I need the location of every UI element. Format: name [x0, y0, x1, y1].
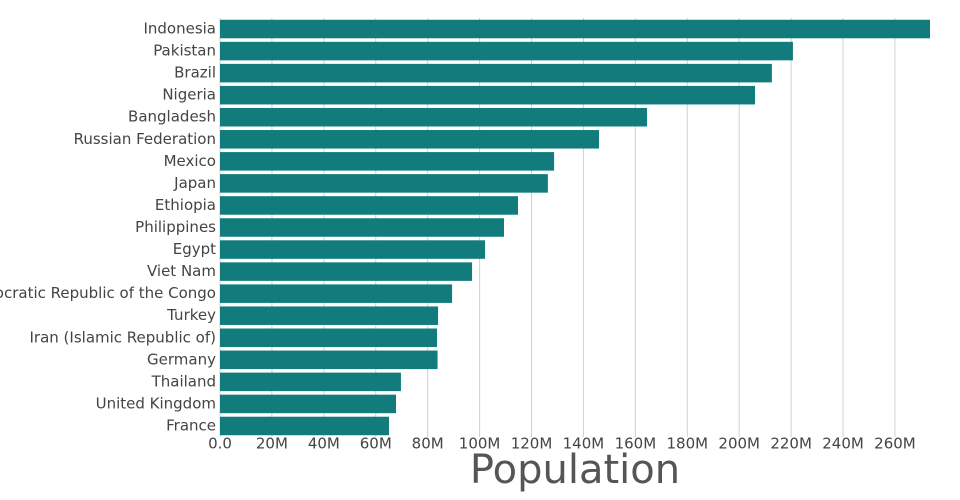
y-tick-label: Turkey — [166, 306, 216, 324]
y-tick-label: Philippines — [135, 218, 216, 236]
bar — [220, 174, 548, 193]
x-tick-label: 60M — [360, 435, 392, 453]
y-tick-label: Bangladesh — [128, 108, 216, 126]
x-tick-label: 200M — [718, 435, 760, 453]
x-tick-label: 20M — [256, 435, 288, 453]
bar — [220, 152, 555, 171]
bar — [220, 41, 793, 61]
bar — [220, 306, 439, 325]
bar — [220, 85, 756, 105]
y-tick-label: Iran (Islamic Republic of) — [30, 328, 217, 346]
x-tick-label: 100M — [459, 435, 501, 453]
y-tick-label: Brazil — [174, 64, 216, 82]
x-tick-label: 240M — [822, 435, 864, 453]
y-tick-label: United Kingdom — [96, 394, 216, 412]
y-tick-label: Ethiopia — [155, 196, 216, 214]
bar — [220, 262, 473, 281]
x-tick-label: 40M — [308, 435, 340, 453]
bar — [220, 372, 401, 392]
y-tick-label: Democratic Republic of the Congo — [0, 284, 216, 302]
x-tick-label: 140M — [563, 435, 605, 453]
bar — [220, 218, 504, 237]
bar — [220, 284, 453, 303]
x-tick-label: 80M — [412, 435, 444, 453]
y-tick-label: Mexico — [164, 152, 216, 170]
y-tick-label: Thailand — [151, 372, 216, 390]
x-tick-label: 160M — [615, 435, 657, 453]
x-tick-label: 0.0 — [208, 435, 232, 453]
bar — [220, 350, 438, 370]
bar — [220, 107, 648, 127]
bar — [220, 196, 519, 215]
x-tick-label: 180M — [666, 435, 708, 453]
y-tick-label: Indonesia — [143, 20, 216, 38]
x-tick-label: 220M — [770, 435, 812, 453]
y-tick-label: Nigeria — [162, 86, 216, 104]
bar — [220, 130, 600, 149]
bar — [220, 240, 486, 259]
y-tick-label: Germany — [147, 350, 216, 368]
x-axis-title: Population — [470, 447, 680, 493]
bar — [220, 416, 389, 436]
y-tick-label: Viet Nam — [147, 262, 216, 280]
y-tick-label: Japan — [173, 174, 216, 192]
y-tick-label: Pakistan — [153, 42, 216, 60]
y-tick-label: Egypt — [173, 240, 216, 258]
bar — [220, 63, 772, 83]
y-tick-label: France — [166, 416, 216, 434]
bar — [220, 394, 397, 414]
bar — [220, 328, 438, 348]
bar — [220, 19, 930, 39]
y-tick-label: Russian Federation — [74, 130, 216, 148]
x-tick-label: 260M — [874, 435, 916, 453]
x-tick-label: 120M — [511, 435, 553, 453]
